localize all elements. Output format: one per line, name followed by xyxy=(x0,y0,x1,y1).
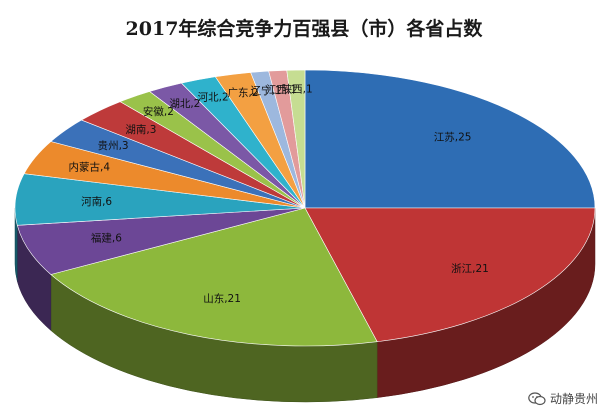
pie-label-11: 广东,2 xyxy=(227,86,258,99)
pie-label-10: 河北,2 xyxy=(198,92,229,104)
pie-label-5: 内蒙古,4 xyxy=(69,160,111,173)
watermark: 动静贵州 xyxy=(528,390,598,407)
pie-tops xyxy=(14,69,596,347)
pie-slice-2 xyxy=(50,207,378,347)
pie-label-1: 浙江,21 xyxy=(451,263,489,275)
pie-label-0: 江苏,25 xyxy=(434,131,472,144)
pie-label-8: 安徽,2 xyxy=(143,105,174,118)
pie-label-2: 山东,21 xyxy=(203,292,241,305)
pie-label-13: 江西,1 xyxy=(266,84,297,96)
chart-title: 2017年综合竞争力百强县（市）各省占数 xyxy=(125,18,483,40)
pie-label-14: 陕西,1 xyxy=(282,82,313,95)
watermark-text: 动静贵州 xyxy=(549,392,598,406)
pie-label-6: 贵州,3 xyxy=(98,139,129,152)
pie-slice-1 xyxy=(304,207,596,342)
pie-label-7: 湖南,3 xyxy=(125,123,156,136)
pie-label-4: 河南,6 xyxy=(81,195,112,208)
pie-label-12: 辽宁,1 xyxy=(250,84,281,97)
pie-labels: 江苏,25 浙江,21 山东,21 福建,6 河南,6 内蒙古,4 贵州,3 湖南,3 安徽,2… xyxy=(69,82,489,305)
pie-label-9: 湖北,2 xyxy=(169,98,200,110)
wechat-icon xyxy=(528,391,546,405)
pie-slice-14 xyxy=(286,69,306,209)
pie-label-3: 福建,6 xyxy=(91,232,122,245)
pie-slice-0 xyxy=(304,69,596,209)
